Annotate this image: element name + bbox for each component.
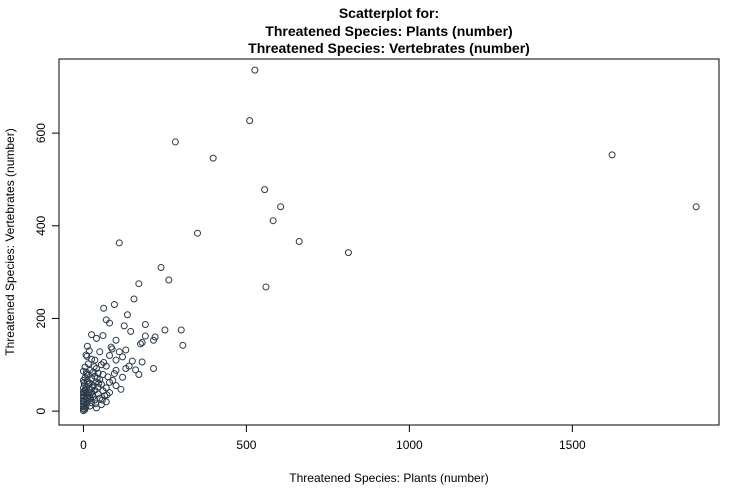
data-point <box>209 154 217 162</box>
data-point <box>135 371 143 379</box>
data-point <box>295 238 303 246</box>
x-tick-label: 1000 <box>396 438 423 452</box>
data-point <box>138 339 146 347</box>
data-point <box>88 399 96 407</box>
data-point <box>108 345 116 353</box>
chart-title-line-2: Threatened Species: Plants (number) <box>265 23 512 39</box>
data-point <box>165 276 173 284</box>
data-point <box>92 404 100 412</box>
data-point <box>177 326 185 334</box>
data-point <box>109 377 117 385</box>
data-point <box>161 326 169 334</box>
data-point <box>127 327 135 335</box>
data-point <box>100 358 108 366</box>
data-point <box>80 398 88 406</box>
data-point <box>135 280 143 288</box>
data-point <box>138 358 146 366</box>
data-point <box>92 334 100 342</box>
data-point <box>141 320 149 328</box>
data-point <box>79 405 87 413</box>
plot-area-border <box>58 58 720 426</box>
data-point <box>157 263 165 271</box>
chart-title-line-3: Threatened Species: Vertebrates (number) <box>248 40 530 56</box>
data-point <box>90 363 98 371</box>
data-point <box>251 66 259 74</box>
data-point <box>81 363 89 371</box>
chart-title-line-1: Scatterplot for: <box>339 5 439 21</box>
data-point <box>91 356 99 364</box>
data-point <box>80 389 88 397</box>
data-point <box>123 311 131 319</box>
data-point <box>269 217 277 225</box>
x-tick-label: 0 <box>80 438 87 452</box>
y-axis: 0 200 400 600 <box>34 123 60 414</box>
data-point <box>122 364 130 372</box>
data-point <box>97 361 105 369</box>
data-point <box>110 301 118 309</box>
data-point <box>96 348 104 356</box>
data-point <box>83 352 91 360</box>
data-point <box>119 373 127 381</box>
data-points <box>79 66 700 415</box>
data-point <box>82 368 90 376</box>
data-point <box>151 333 159 341</box>
data-point <box>150 364 158 372</box>
data-point <box>98 396 106 404</box>
data-point <box>103 391 111 399</box>
data-point <box>122 346 130 354</box>
y-tick-label: 0 <box>34 407 48 414</box>
data-point <box>80 378 88 386</box>
data-point <box>89 390 97 398</box>
data-point <box>112 382 120 390</box>
data-point <box>261 186 269 194</box>
data-point <box>82 351 90 359</box>
data-point <box>112 366 120 374</box>
data-point <box>112 336 120 344</box>
data-point <box>344 249 352 257</box>
data-point <box>119 353 127 361</box>
data-point <box>194 229 202 237</box>
data-point <box>246 117 254 125</box>
data-point <box>171 138 179 146</box>
data-point <box>95 379 103 387</box>
data-point <box>83 342 91 350</box>
data-point <box>106 319 114 327</box>
data-point <box>110 370 118 378</box>
data-point <box>79 407 87 415</box>
data-point <box>86 402 94 410</box>
data-point <box>179 341 187 349</box>
data-point <box>141 332 149 340</box>
data-point <box>120 322 128 330</box>
data-point <box>88 331 96 339</box>
x-axis: 0 500 1000 1500 <box>80 424 586 452</box>
data-point <box>692 203 700 211</box>
data-point <box>150 336 158 344</box>
data-point <box>112 356 120 364</box>
data-point <box>115 239 123 247</box>
data-point <box>81 406 89 414</box>
x-tick-label: 500 <box>236 438 256 452</box>
y-axis-label: Threatened Species: Vertebrates (number) <box>3 128 17 355</box>
data-point <box>106 352 114 360</box>
y-tick-label: 400 <box>34 215 48 235</box>
data-point <box>130 295 138 303</box>
y-tick-label: 600 <box>34 123 48 143</box>
data-point <box>608 151 616 159</box>
x-tick-label: 1500 <box>559 438 586 452</box>
data-point <box>100 304 108 312</box>
data-point <box>88 383 96 391</box>
data-point <box>99 332 107 340</box>
data-point <box>262 283 270 291</box>
data-point <box>83 393 91 401</box>
data-point <box>136 340 144 348</box>
data-point <box>132 366 140 374</box>
data-point <box>115 348 123 356</box>
y-tick-label: 200 <box>34 308 48 328</box>
data-point <box>92 400 100 408</box>
data-point <box>277 203 285 211</box>
x-axis-label: Threatened Species: Plants (number) <box>289 471 488 485</box>
data-point <box>117 385 125 393</box>
data-point <box>128 357 136 365</box>
